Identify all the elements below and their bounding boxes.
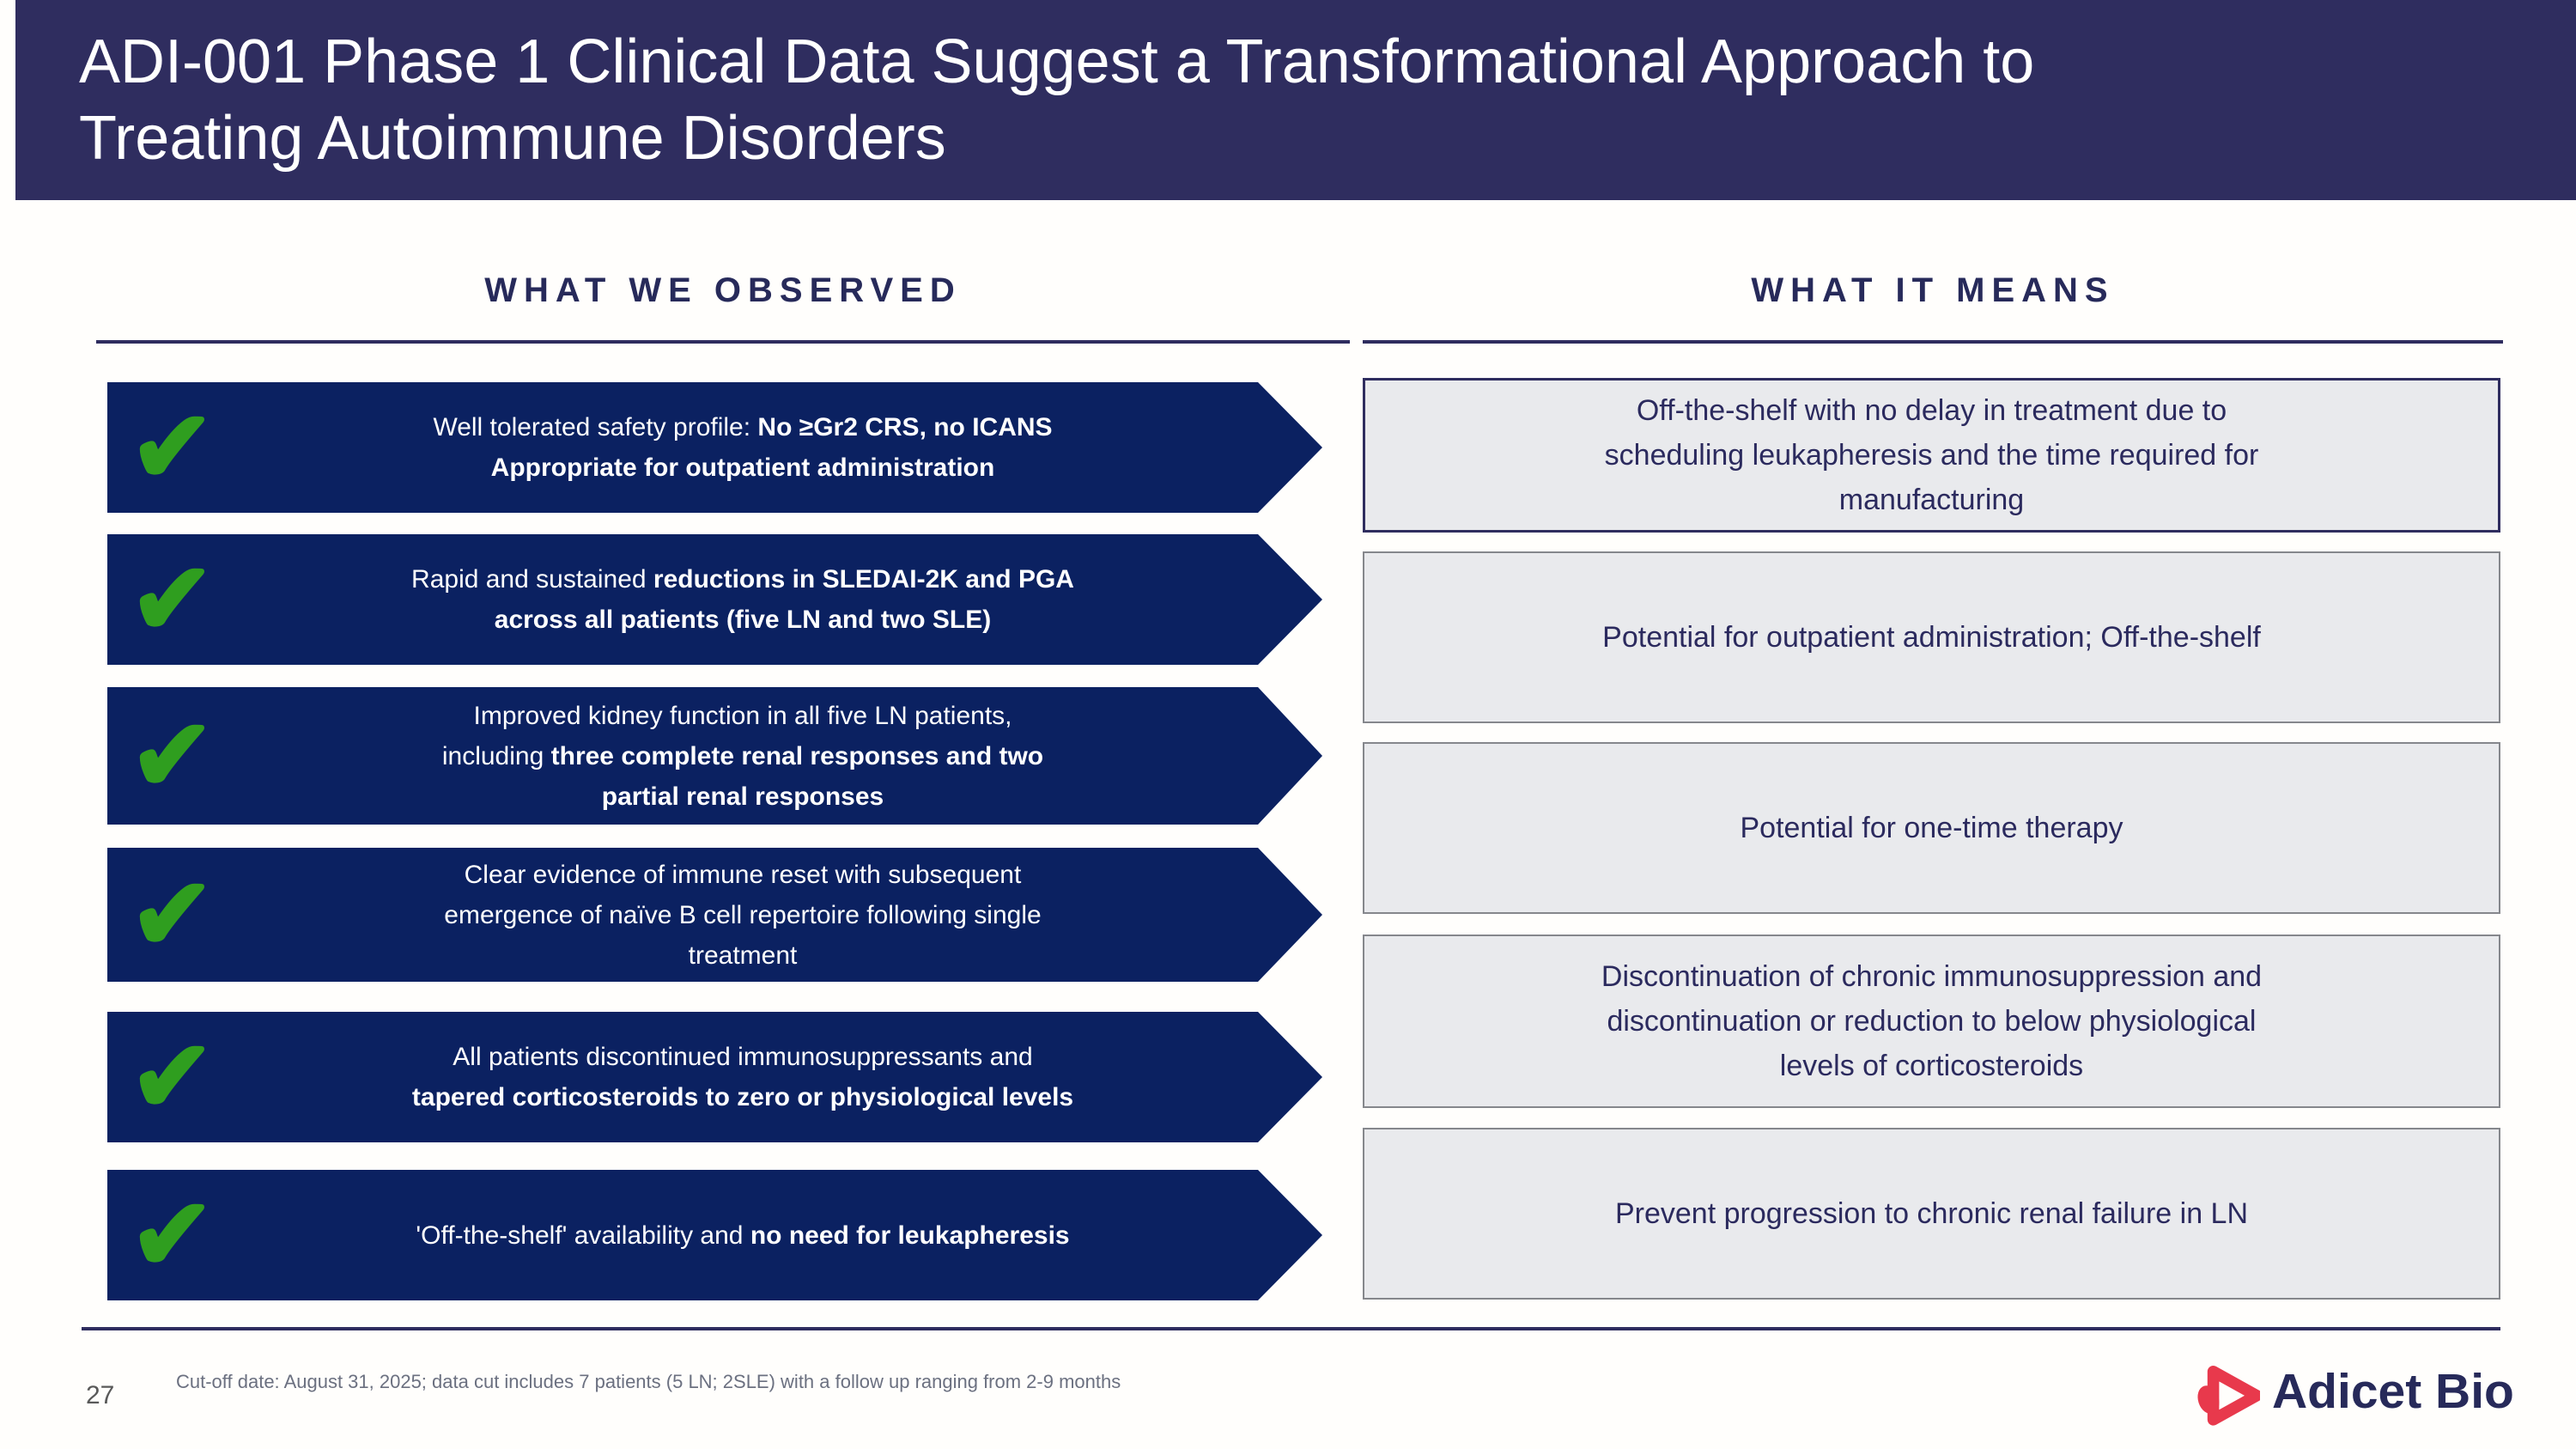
check-icon: ✔ [130,1178,215,1292]
observed-item-text: Well tolerated safety profile: No ≥Gr2 C… [270,407,1159,488]
means-header-underline [1363,340,2503,344]
company-logo-text: Adicet Bio [2272,1364,2514,1419]
text-segment-bold: no need for leukapheresis [750,1221,1070,1250]
observed-item-text: Clear evidence of immune reset with subs… [281,855,1148,976]
adicet-bio-logo-icon [2197,1366,2260,1426]
text-segment-bold: No ≥Gr2 CRS, no ICANS [757,413,1053,441]
page-title-line-1: ADI-001 Phase 1 Clinical Data Suggest a … [79,27,2035,96]
observed-item: ✔ Rapid and sustained reductions in SLED… [107,534,1322,665]
footnote: Cut-off date: August 31, 2025; data cut … [176,1371,1121,1392]
text-segment: Clear evidence of immune reset with subs… [444,860,1042,970]
company-logo: Adicet Bio [2191,1357,2514,1426]
text-segment: Well tolerated safety profile: [433,413,758,441]
text-segment-bold: three complete renal responses and two p… [550,741,1044,811]
column-header-means: WHAT IT MEANS [1751,271,2115,309]
text-segment-bold: Appropriate for outpatient administratio… [490,454,995,482]
observed-item-text: All patients discontinued immunosuppress… [249,1037,1181,1117]
observed-item-text: Rapid and sustained reductions in SLEDAI… [248,559,1182,640]
text-segment: Improved kidney function in all five LN … [441,701,1012,770]
means-item: Potential for one-time therapy [1363,742,2500,914]
text-segment: 'Off-the-shelf' availability and [416,1221,750,1250]
check-icon: ✔ [130,391,215,504]
check-icon: ✔ [130,858,215,971]
observed-item: ✔ 'Off-the-shelf' availability and no ne… [107,1170,1322,1300]
means-item: Discontinuation of chronic immunosuppres… [1363,935,2500,1108]
observed-item-text: Improved kidney function in all five LN … [279,696,1151,817]
footer-divider [82,1327,2500,1330]
check-icon: ✔ [130,1020,215,1134]
check-icon: ✔ [130,699,215,813]
page-number: 27 [86,1381,115,1409]
text-segment-bold: tapered corticosteroids to zero or physi… [411,1083,1074,1111]
observed-item-text: 'Off-the-shelf' availability and no need… [252,1215,1176,1256]
observed-item: ✔ Improved kidney function in all five L… [107,687,1322,825]
means-item: Off-the-shelf with no delay in treatment… [1363,378,2500,533]
check-icon: ✔ [130,543,215,656]
observed-item: ✔ All patients discontinued immunosuppre… [107,1012,1322,1142]
page-title-line-2: Treating Autoimmune Disorders [79,104,946,173]
title-banner: ADI-001 Phase 1 Clinical Data Suggest a … [15,0,2576,200]
observed-header-underline [96,340,1350,344]
text-segment: Rapid and sustained [411,565,653,594]
text-segment-bold: reductions in SLEDAI-2K and PGA across a… [494,565,1074,634]
observed-item: ✔ Well tolerated safety profile: No ≥Gr2… [107,382,1322,513]
means-item: Potential for outpatient administration;… [1363,551,2500,723]
text-segment: All patients discontinued immunosuppress… [453,1043,1033,1071]
observed-item: ✔ Clear evidence of immune reset with su… [107,848,1322,982]
column-header-observed: WHAT WE OBSERVED [484,271,962,309]
means-item: Prevent progression to chronic renal fai… [1363,1128,2500,1300]
